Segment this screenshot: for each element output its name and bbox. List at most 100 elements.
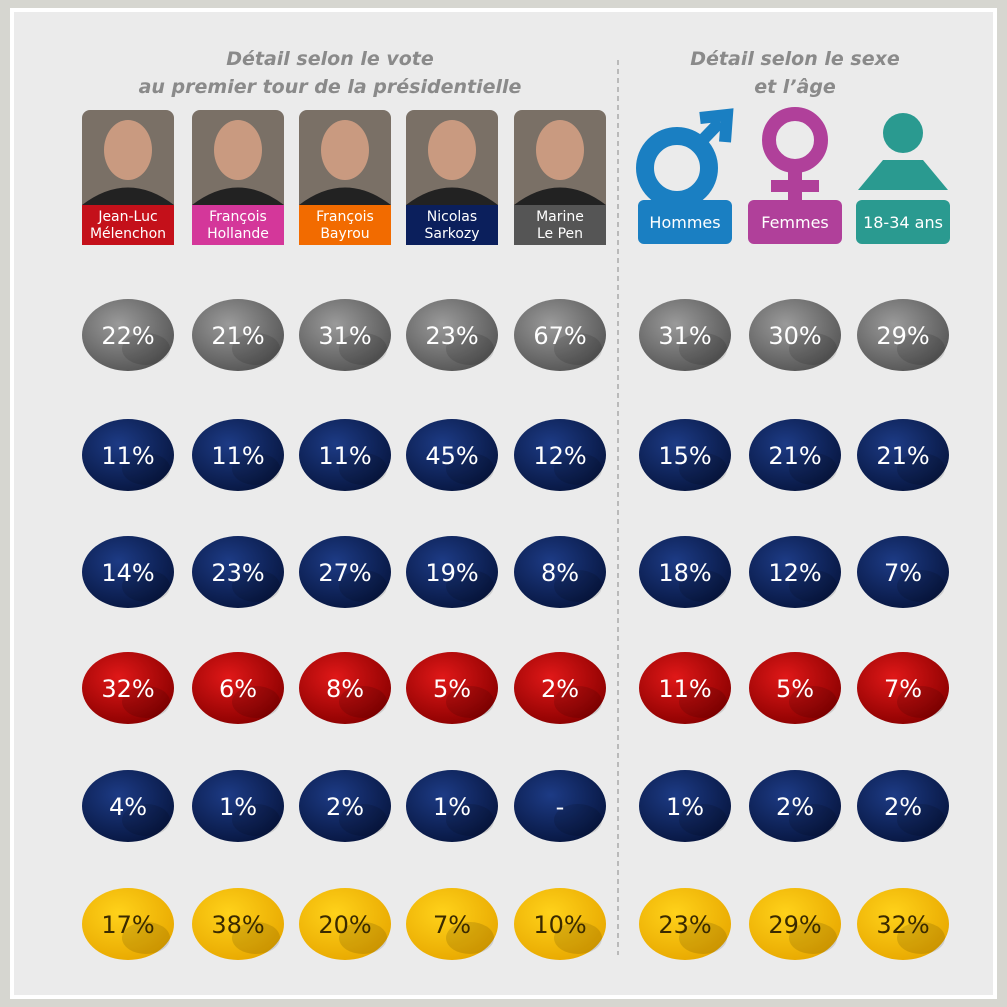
column-label: Femmes	[761, 213, 829, 232]
bubble-highlight	[554, 804, 602, 836]
bubble-highlight	[679, 453, 727, 485]
cell-value: 23%	[658, 911, 711, 939]
cell-value: 21%	[768, 442, 821, 470]
bubble	[406, 419, 498, 491]
bubble	[857, 770, 949, 842]
bubble-highlight	[446, 804, 494, 836]
male-arrow	[690, 108, 734, 153]
cell-value: 11%	[211, 442, 264, 470]
bubble-highlight	[897, 804, 945, 836]
bubble-highlight	[789, 804, 837, 836]
bubble-highlight	[679, 804, 727, 836]
bubble	[514, 652, 606, 724]
bubble-highlight	[232, 333, 280, 365]
bubble-highlight	[679, 570, 727, 602]
portrait-suit	[82, 187, 174, 205]
bubble-highlight	[339, 922, 387, 954]
cell-value: 31%	[318, 322, 371, 350]
cell-value: 29%	[876, 322, 929, 350]
label-box	[748, 200, 842, 244]
cell-value: 2%	[776, 793, 814, 821]
bubble-highlight	[446, 922, 494, 954]
cell-value: 19%	[425, 559, 478, 587]
cell-value: 7%	[884, 675, 922, 703]
cell-value: 22%	[101, 322, 154, 350]
cell-value: 21%	[211, 322, 264, 350]
bubble	[749, 299, 841, 371]
bubble	[749, 888, 841, 960]
person-head	[883, 113, 923, 153]
cell-value: 5%	[433, 675, 471, 703]
column-label: François	[316, 209, 374, 225]
bubble	[406, 888, 498, 960]
bubble	[639, 652, 731, 724]
cell-value: 1%	[666, 793, 704, 821]
cell-value: 21%	[876, 442, 929, 470]
bubble	[514, 888, 606, 960]
cell-value: 2%	[884, 793, 922, 821]
bubble	[749, 770, 841, 842]
bubble-highlight	[897, 453, 945, 485]
portrait-suit	[192, 187, 284, 205]
bubble	[514, 419, 606, 491]
bubble	[857, 888, 949, 960]
bubble	[192, 419, 284, 491]
cell-value: 32%	[876, 911, 929, 939]
bubble-highlight	[339, 686, 387, 718]
name-box	[514, 205, 606, 245]
cell-value: 6%	[219, 675, 257, 703]
portrait-suit	[299, 187, 391, 205]
bubble	[299, 419, 391, 491]
cell-value: 20%	[318, 911, 371, 939]
bubble	[639, 536, 731, 608]
cell-value: 2%	[541, 675, 579, 703]
bubble	[192, 652, 284, 724]
bubble-highlight	[232, 570, 280, 602]
cell-value: 38%	[211, 911, 264, 939]
bubble	[192, 888, 284, 960]
portrait-suit	[406, 187, 498, 205]
bubble	[406, 299, 498, 371]
bubble-highlight	[897, 333, 945, 365]
cell-value: 8%	[541, 559, 579, 587]
bubble-highlight	[446, 686, 494, 718]
column-label: Marine	[536, 209, 584, 225]
cell-value: 11%	[318, 442, 371, 470]
bubble-highlight	[679, 686, 727, 718]
bubble	[192, 536, 284, 608]
column-label: Sarkozy	[424, 226, 479, 242]
bubble-highlight	[679, 333, 727, 365]
cell-value: 23%	[425, 322, 478, 350]
cell-value: 18%	[658, 559, 711, 587]
bubble	[406, 770, 498, 842]
bubble	[514, 536, 606, 608]
column-label: Hommes	[649, 213, 720, 232]
cell-value: 23%	[211, 559, 264, 587]
bubble-highlight	[122, 804, 170, 836]
bubble	[82, 652, 174, 724]
bubble	[514, 299, 606, 371]
bubble	[299, 888, 391, 960]
cell-value: 8%	[326, 675, 364, 703]
cell-value: 1%	[433, 793, 471, 821]
column-label: Jean-Luc	[97, 209, 157, 225]
bubble-highlight	[789, 333, 837, 365]
portrait-suit	[514, 187, 606, 205]
cell-value: -	[556, 793, 565, 821]
column-label: 18-34 ans	[863, 213, 943, 232]
bubble-highlight	[122, 333, 170, 365]
bubble-highlight	[339, 804, 387, 836]
bubble	[82, 536, 174, 608]
panel	[10, 8, 997, 999]
bubble-highlight	[232, 453, 280, 485]
bubble	[82, 419, 174, 491]
bubble	[82, 888, 174, 960]
column-label: Nicolas	[427, 209, 477, 225]
cell-value: 11%	[658, 675, 711, 703]
bubble	[514, 770, 606, 842]
portrait-face	[321, 120, 369, 180]
sex-age-title: et l’âge	[754, 76, 836, 98]
bubble-highlight	[232, 804, 280, 836]
bubble-highlight	[554, 453, 602, 485]
portrait-face	[104, 120, 152, 180]
